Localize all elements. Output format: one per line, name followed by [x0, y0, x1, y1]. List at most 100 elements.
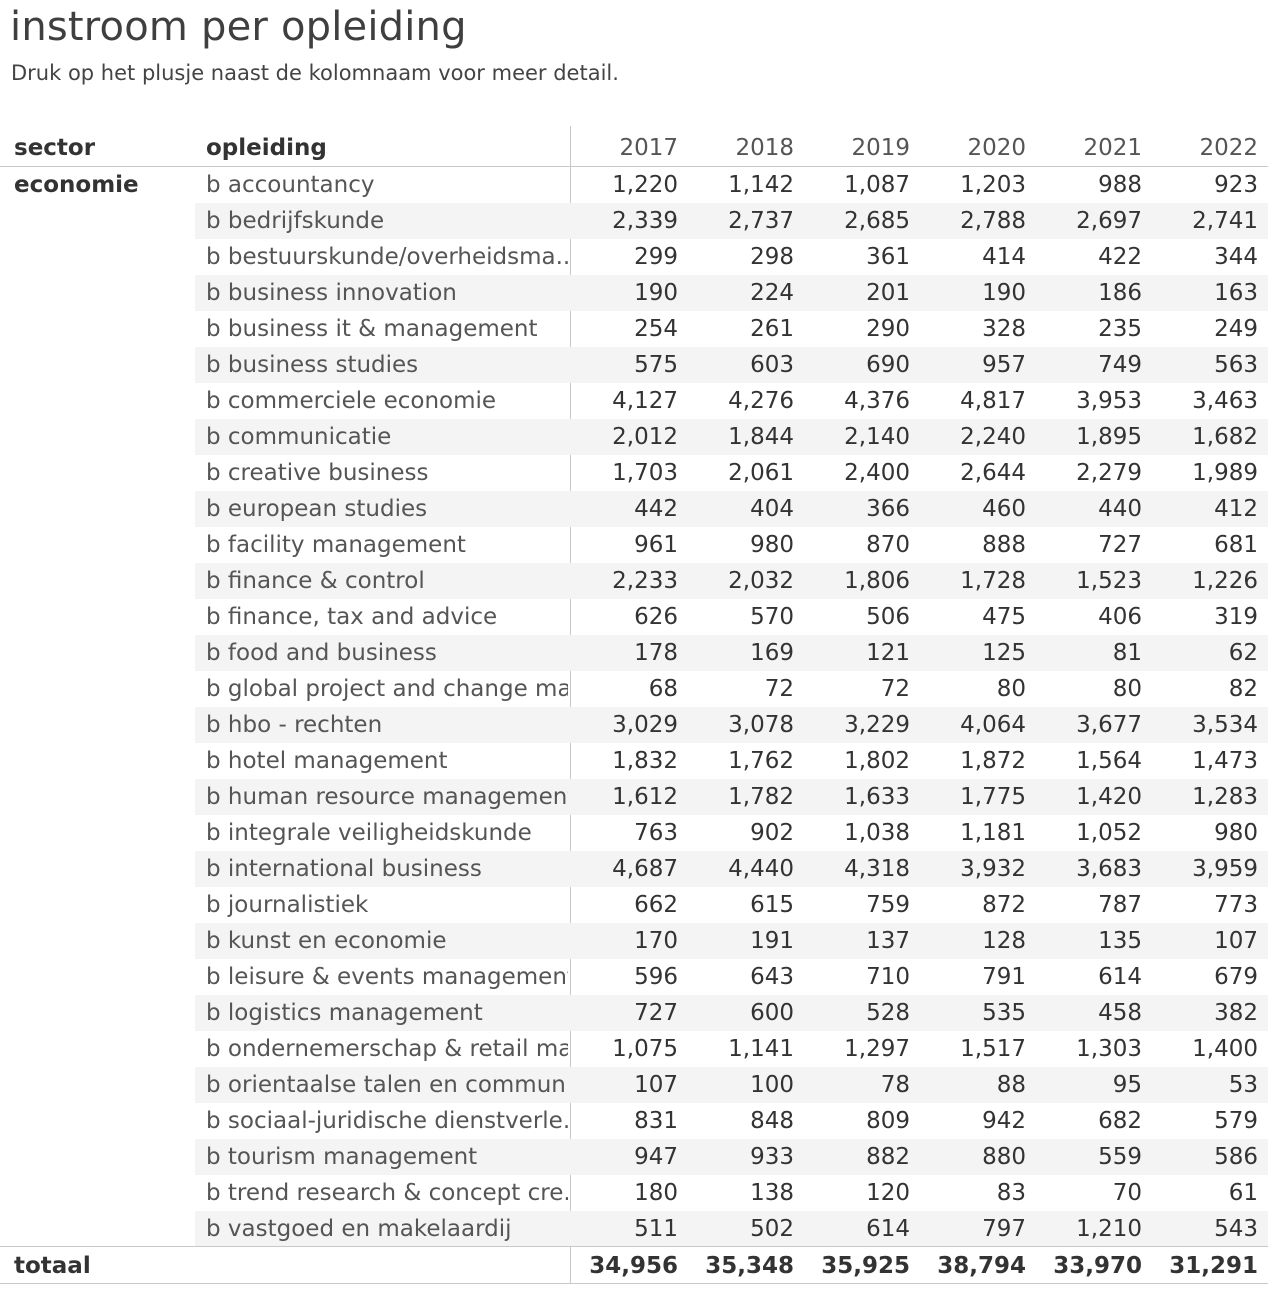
value-cell: 2,140	[844, 424, 910, 450]
value-cell: 170	[634, 928, 678, 954]
column-header-year[interactable]: 2018	[735, 135, 794, 161]
table-row: b kunst en economie 170 191 137 128 135 107	[0, 923, 1268, 959]
value-cell: 882	[866, 1144, 910, 1170]
value-cell: 1,283	[1192, 784, 1258, 810]
table-row: b finance & control 2,233 2,032 1,806 1,728 1…	[0, 563, 1268, 599]
value-cell: 2,400	[844, 460, 910, 486]
opleiding-label: b european studies	[206, 496, 428, 522]
opleiding-label: b logistics management	[206, 1000, 483, 1026]
value-cell: 2,233	[612, 568, 678, 594]
table-row: b bedrijfskunde 2,339 2,737 2,685 2,788 2,697…	[0, 203, 1268, 239]
table-row: b global project and change ma.. 68 72 72 80…	[0, 671, 1268, 707]
value-cell: 224	[750, 280, 794, 306]
column-header-year[interactable]: 2017	[619, 135, 678, 161]
value-cell: 1,802	[844, 748, 910, 774]
value-cell: 1,703	[612, 460, 678, 486]
value-cell: 787	[1098, 892, 1142, 918]
row-band	[195, 275, 1268, 311]
value-cell: 763	[634, 820, 678, 846]
table-row: b integrale veiligheidskunde 763 902 1,038 1…	[0, 815, 1268, 851]
value-cell: 88	[996, 1072, 1026, 1098]
value-cell: 1,420	[1076, 784, 1142, 810]
value-cell: 791	[982, 964, 1026, 990]
table-row: b tourism management 947 933 882 880 559 586	[0, 1139, 1268, 1175]
value-cell: 1,226	[1192, 568, 1258, 594]
value-cell: 254	[634, 316, 678, 342]
column-header-year[interactable]: 2019	[851, 135, 910, 161]
value-cell: 603	[750, 352, 794, 378]
table-row: b business it & management 254 261 290 328 23…	[0, 311, 1268, 347]
value-cell: 404	[750, 496, 794, 522]
value-cell: 319	[1214, 604, 1258, 630]
value-cell: 299	[634, 244, 678, 270]
value-cell: 81	[1112, 640, 1142, 666]
table-row: b communicatie 2,012 1,844 2,140 2,240 1,895 1…	[0, 419, 1268, 455]
opleiding-label: b hotel management	[206, 748, 448, 774]
value-cell: 749	[1098, 352, 1142, 378]
value-cell: 502	[750, 1216, 794, 1242]
value-cell: 4,687	[612, 856, 678, 882]
value-cell: 1,220	[612, 172, 678, 198]
row-band	[195, 779, 1268, 815]
value-cell: 1,517	[960, 1036, 1026, 1062]
opleiding-label: b leisure & events management	[206, 964, 568, 990]
column-header-year[interactable]: 2022	[1199, 135, 1258, 161]
value-cell: 107	[634, 1072, 678, 1098]
value-cell: 4,376	[844, 388, 910, 414]
value-cell: 186	[1098, 280, 1142, 306]
row-band	[195, 347, 1268, 383]
opleiding-label: b creative business	[206, 460, 429, 486]
row-band	[195, 851, 1268, 887]
value-cell: 980	[750, 532, 794, 558]
value-cell: 235	[1098, 316, 1142, 342]
value-cell: 848	[750, 1108, 794, 1134]
value-cell: 3,683	[1076, 856, 1142, 882]
opleiding-label: b sociaal-juridische dienstverle..	[206, 1108, 568, 1134]
table-row: b trend research & concept cre.. 180 138 12…	[0, 1175, 1268, 1211]
value-cell: 1,832	[612, 748, 678, 774]
value-cell: 169	[750, 640, 794, 666]
row-band	[195, 419, 1268, 455]
opleiding-label: b food and business	[206, 640, 437, 666]
value-cell: 1,728	[960, 568, 1026, 594]
value-cell: 2,697	[1076, 208, 1142, 234]
value-cell: 535	[982, 1000, 1026, 1026]
row-band	[195, 491, 1268, 527]
value-cell: 643	[750, 964, 794, 990]
sector-label: economie	[14, 172, 139, 198]
value-cell: 406	[1098, 604, 1142, 630]
value-cell: 442	[634, 496, 678, 522]
value-cell: 2,685	[844, 208, 910, 234]
table-row: b facility management 961 980 870 888 727 681	[0, 527, 1268, 563]
value-cell: 95	[1112, 1072, 1142, 1098]
value-cell: 4,440	[728, 856, 794, 882]
value-cell: 682	[1098, 1108, 1142, 1134]
row-band	[195, 563, 1268, 599]
opleiding-label: b finance & control	[206, 568, 425, 594]
column-header-opleiding[interactable]: opleiding	[206, 135, 327, 161]
value-cell: 579	[1214, 1108, 1258, 1134]
value-cell: 831	[634, 1108, 678, 1134]
value-cell: 78	[880, 1072, 910, 1098]
value-cell: 1,762	[728, 748, 794, 774]
value-cell: 506	[866, 604, 910, 630]
column-header-sector[interactable]: sector	[14, 135, 96, 161]
value-cell: 942	[982, 1108, 1026, 1134]
row-band	[195, 203, 1268, 239]
header-divider	[0, 166, 1268, 167]
value-cell: 53	[1228, 1072, 1258, 1098]
value-cell: 190	[982, 280, 1026, 306]
column-header-year[interactable]: 2020	[967, 135, 1026, 161]
value-cell: 727	[634, 1000, 678, 1026]
value-cell: 138	[750, 1180, 794, 1206]
column-header-year[interactable]: 2021	[1083, 135, 1142, 161]
value-cell: 68	[648, 676, 678, 702]
value-cell: 191	[750, 928, 794, 954]
value-cell: 528	[866, 1000, 910, 1026]
value-cell: 366	[866, 496, 910, 522]
value-cell: 1,210	[1076, 1216, 1142, 1242]
value-cell: 62	[1228, 640, 1258, 666]
table-row: b business innovation 190 224 201 190 186 163	[0, 275, 1268, 311]
value-cell: 2,741	[1192, 208, 1258, 234]
value-cell: 690	[866, 352, 910, 378]
